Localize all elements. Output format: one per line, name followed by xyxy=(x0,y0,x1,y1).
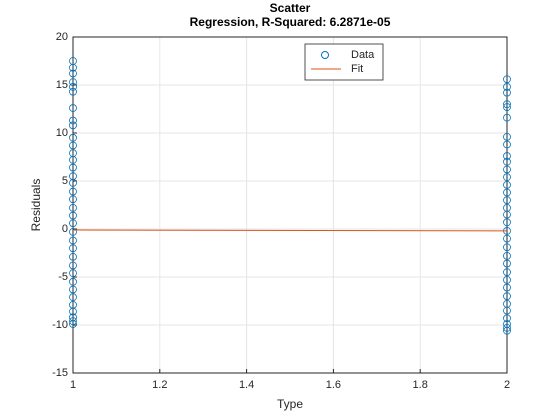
data-point xyxy=(69,163,77,172)
data-point xyxy=(503,268,511,277)
x-tick-label: 2 xyxy=(504,379,510,391)
data-point xyxy=(503,173,511,182)
data-point xyxy=(69,187,77,196)
y-tick-label: -5 xyxy=(58,271,68,283)
data-point xyxy=(69,244,77,253)
data-point xyxy=(69,211,77,220)
data-point xyxy=(503,234,511,243)
data-point xyxy=(69,141,77,150)
y-tick-label: 10 xyxy=(56,127,68,139)
data-point xyxy=(69,83,77,91)
data-point xyxy=(503,180,511,189)
data-point xyxy=(69,203,77,212)
data-point xyxy=(503,292,511,301)
x-axis-label: Type xyxy=(277,397,303,411)
data-point xyxy=(69,307,77,316)
data-point xyxy=(503,100,511,109)
data-point xyxy=(69,227,77,236)
data-point xyxy=(69,293,77,302)
data-point xyxy=(503,243,511,252)
data-point xyxy=(503,75,511,84)
data-point xyxy=(503,188,511,197)
data-point xyxy=(503,196,511,205)
y-tick-label: 5 xyxy=(62,175,68,187)
data-point xyxy=(503,314,511,323)
data-point xyxy=(503,218,511,227)
plot-area xyxy=(73,37,507,373)
data-point xyxy=(69,317,77,326)
data-point xyxy=(503,113,511,122)
x-tick-label: 1.2 xyxy=(152,379,167,391)
data-point xyxy=(503,165,511,174)
data-point xyxy=(69,63,77,72)
legend-marker xyxy=(321,51,329,59)
y-axis-label: Residuals xyxy=(29,179,43,232)
data-point xyxy=(503,210,511,219)
data-point xyxy=(69,179,77,187)
x-tick-label: 1 xyxy=(70,379,76,391)
legend: Data Fit xyxy=(304,43,384,81)
y-tick-label: 15 xyxy=(56,79,68,91)
data-point xyxy=(69,320,77,328)
data-point xyxy=(503,283,511,292)
data-point xyxy=(503,140,511,149)
data-point xyxy=(503,88,511,97)
data-point xyxy=(69,219,77,228)
data-point xyxy=(69,252,77,261)
data-point xyxy=(69,285,77,294)
chart-title: Scatter xyxy=(270,1,311,15)
data-point xyxy=(69,261,77,270)
y-tick-label: -10 xyxy=(52,319,68,331)
data-point xyxy=(503,259,511,268)
data-point xyxy=(69,236,77,245)
axes-box xyxy=(72,36,508,374)
y-tick-label: 20 xyxy=(56,31,68,43)
data-point xyxy=(503,323,511,332)
y-tick-label: -15 xyxy=(52,367,68,379)
data-point xyxy=(69,121,77,130)
data-point xyxy=(69,78,77,87)
data-point xyxy=(503,251,511,260)
fit-line xyxy=(72,229,508,232)
data-point xyxy=(69,155,77,164)
legend-label: Fit xyxy=(351,63,363,75)
x-tick-label: 1.4 xyxy=(239,379,254,391)
data-point xyxy=(69,269,77,278)
legend-label: Data xyxy=(351,49,375,61)
data-point xyxy=(69,104,77,112)
data-point xyxy=(69,195,77,204)
y-tick-label: 0 xyxy=(62,223,68,235)
data-point xyxy=(69,87,77,96)
data-point xyxy=(69,133,77,142)
data-point xyxy=(503,83,511,91)
data-point xyxy=(503,103,511,111)
data-point xyxy=(503,152,511,160)
data-point xyxy=(503,306,511,315)
data-point xyxy=(69,116,77,125)
data-point xyxy=(503,157,511,166)
chart-subtitle: Regression, R-Squared: 6.2871e-05 xyxy=(190,15,391,29)
data-point xyxy=(503,132,511,141)
x-tick-label: 1.6 xyxy=(326,379,341,391)
data-point xyxy=(69,69,77,78)
data-point xyxy=(503,326,511,335)
data-point xyxy=(503,275,511,284)
x-tick-label: 1.8 xyxy=(413,379,428,391)
data-point xyxy=(69,277,77,286)
legend-box xyxy=(304,43,384,81)
